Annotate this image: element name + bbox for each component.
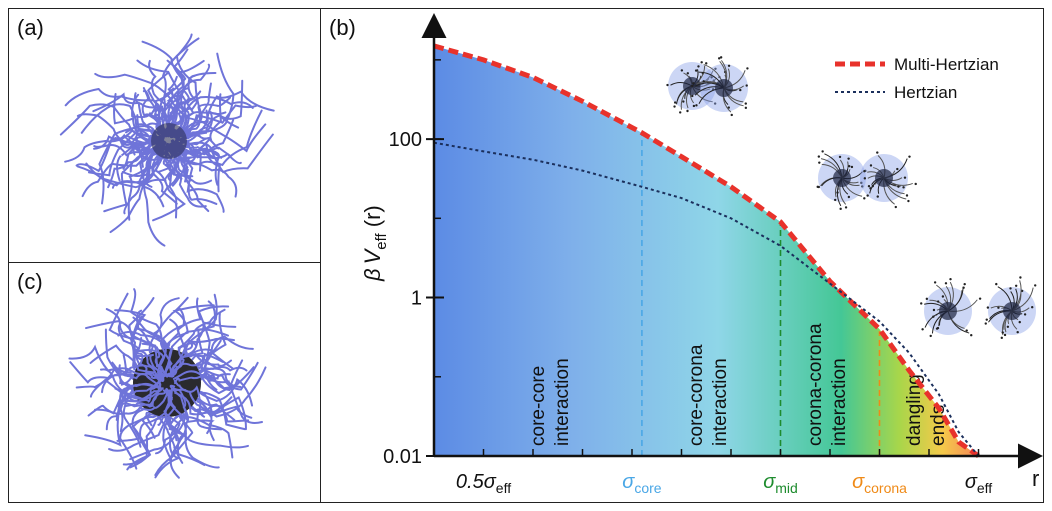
polymer-arm (129, 288, 173, 377)
polymer-arm (172, 366, 255, 395)
polymer-pair-mid-right (859, 150, 917, 208)
polymer-arm (101, 364, 165, 394)
polymer-arm (176, 133, 274, 174)
y-tick-label-2: 0.01 (383, 446, 422, 468)
polymer-star-image-c (68, 288, 267, 479)
panel-b: (b) core-core interaction core-corona inter… (320, 8, 1044, 503)
polymer-arm (167, 342, 194, 378)
y-tick-label-0: 100 (388, 129, 421, 151)
effective-potential-chart: core-core interaction core-corona interacti… (360, 12, 1043, 496)
polymer-arm (152, 297, 180, 378)
region-label-3: dangling ends (903, 374, 948, 446)
polymer-arm (116, 381, 161, 408)
polymer-arm (170, 387, 190, 458)
series-line-hertzian (433, 141, 979, 457)
polymer-pair-overlap-right (690, 55, 749, 116)
polymer-arm (173, 379, 225, 413)
x-tick-label-1: σcore (622, 471, 662, 496)
region-label-1: core-corona interaction (686, 344, 731, 446)
x-tick-label-3: σcorona (852, 471, 907, 496)
panel-c: (c) (8, 262, 321, 503)
x-axis-label: r (1032, 466, 1039, 491)
polymer-arm (174, 372, 231, 385)
polymer-star-image-a (59, 33, 275, 247)
polymer-arm (163, 300, 216, 377)
panel-c-label: (c) (17, 269, 43, 294)
y-axis-label: βVeff (r) (360, 205, 390, 282)
y-tick-label-1: 1 (410, 287, 421, 309)
polymer-pair-apart-right (984, 275, 1036, 339)
region-label-2: corona-corona interaction (804, 323, 849, 446)
polymer-pair-apart-left (919, 277, 981, 337)
legend-label-0: Multi-Hertzian (894, 55, 999, 74)
polymer-arm (174, 37, 202, 139)
region-label-0: core-core interaction (527, 358, 572, 446)
x-tick-label-0: 0.5σeff (455, 471, 510, 496)
polymer-arm (85, 320, 163, 379)
polymer-arm (94, 383, 161, 415)
panel-b-label: (b) (329, 15, 356, 40)
panel-a-label: (a) (17, 15, 44, 40)
polymer-arm (117, 389, 166, 433)
series-line-multi-hertzian (432, 42, 980, 458)
polymer-arm (84, 387, 164, 447)
polymer-arm (64, 134, 163, 163)
x-tick-label-4: σeff (964, 471, 991, 496)
polymer-arm (154, 388, 186, 479)
polymer-arm (76, 145, 165, 189)
panel-a: (a) (8, 8, 321, 263)
legend-label-1: Hertzian (894, 83, 957, 102)
polymer-arm (161, 48, 189, 136)
polymer-pair-mid-left (816, 149, 867, 210)
polymer-arm (155, 389, 181, 455)
x-tick-label-2: σmid (763, 471, 798, 496)
polymer-arm (170, 387, 213, 435)
